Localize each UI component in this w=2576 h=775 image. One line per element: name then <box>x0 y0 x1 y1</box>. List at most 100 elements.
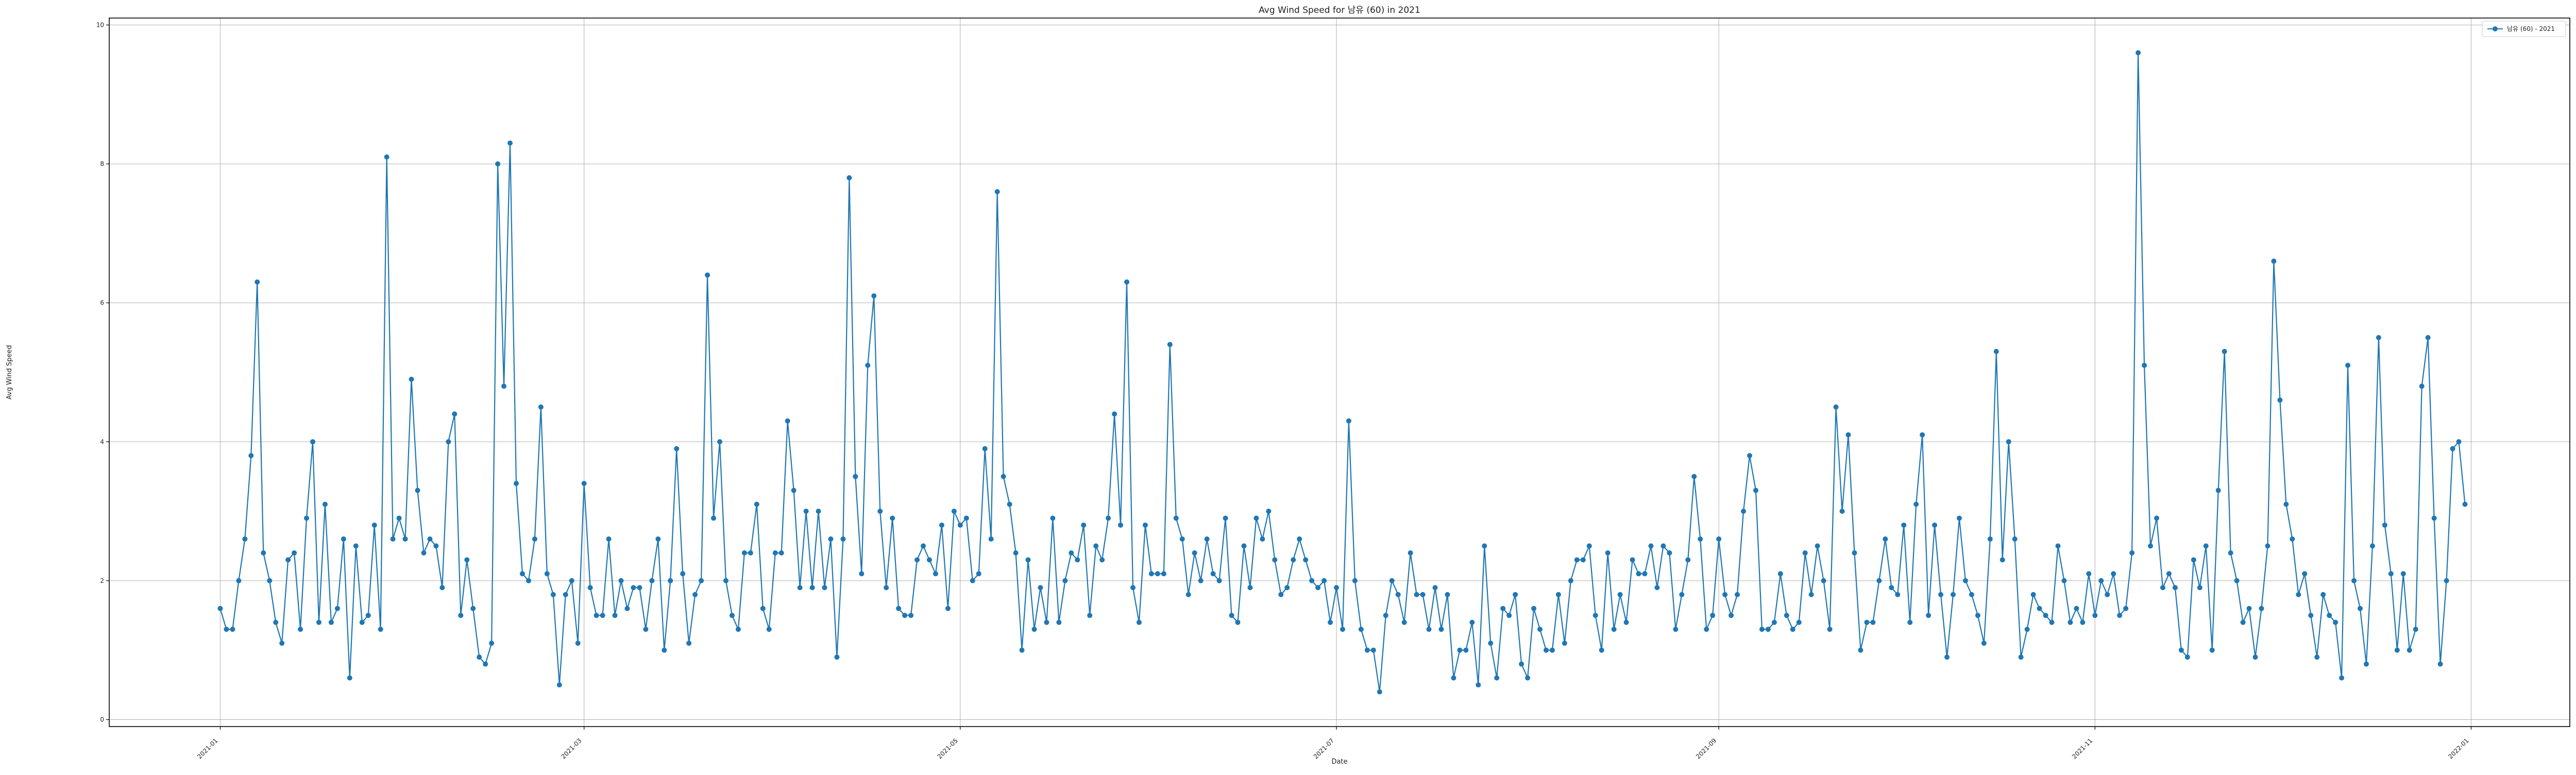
data-point <box>378 627 383 632</box>
data-point <box>2160 585 2165 591</box>
data-point <box>2191 557 2196 563</box>
data-point <box>1297 536 1302 542</box>
grid-lines <box>109 18 2570 727</box>
data-point <box>2123 605 2129 611</box>
data-point <box>1148 571 1154 577</box>
data-point <box>1118 523 1124 528</box>
data-point <box>1691 474 1697 479</box>
data-point <box>1951 592 1956 597</box>
data-point <box>2154 515 2160 521</box>
data-point <box>2049 619 2055 625</box>
data-point <box>2382 523 2387 528</box>
data-point <box>2043 613 2048 618</box>
data-point <box>544 571 550 577</box>
data-point <box>1870 619 1876 625</box>
data-point <box>1907 619 1913 625</box>
data-point <box>1106 515 1111 521</box>
data-point <box>2197 585 2202 591</box>
data-point <box>267 578 273 583</box>
data-point <box>421 550 427 555</box>
data-point <box>519 571 525 577</box>
data-point <box>865 363 871 368</box>
data-point <box>890 515 895 521</box>
data-point <box>581 481 587 486</box>
data-point <box>748 550 753 555</box>
data-point <box>1247 585 1253 591</box>
data-point <box>1457 647 1463 653</box>
data-point <box>2333 619 2338 625</box>
data-point <box>649 578 655 583</box>
data-point <box>396 515 402 521</box>
data-point <box>778 550 784 555</box>
data-point <box>1833 404 1839 410</box>
data-point <box>1722 592 1728 597</box>
data-point <box>1938 592 1944 597</box>
data-point <box>2271 258 2277 264</box>
data-point <box>316 619 321 625</box>
data-point <box>507 140 513 146</box>
data-point <box>1395 592 1401 597</box>
data-point <box>575 641 581 646</box>
data-point <box>1321 578 1327 583</box>
data-point <box>1185 592 1191 597</box>
data-point <box>2086 571 2092 577</box>
data-point <box>224 627 229 632</box>
data-point <box>1223 515 1228 521</box>
data-point <box>1574 557 1580 563</box>
data-point <box>2302 571 2308 577</box>
data-point <box>1827 627 1833 632</box>
y-tick-label: 6 <box>100 299 104 307</box>
data-point <box>1728 613 1734 618</box>
data-point <box>1142 523 1148 528</box>
data-point <box>334 605 340 611</box>
data-point <box>1784 613 1789 618</box>
data-point <box>1735 592 1740 597</box>
data-point <box>1531 605 1537 611</box>
data-point <box>840 536 846 542</box>
data-point <box>292 550 297 555</box>
data-point <box>2246 605 2252 611</box>
data-point <box>2314 654 2320 660</box>
data-point <box>2277 397 2283 403</box>
data-point <box>2136 50 2141 56</box>
data-point <box>2388 571 2394 577</box>
data-point <box>452 411 457 417</box>
data-point <box>1777 571 1783 577</box>
data-point <box>298 627 303 632</box>
data-point <box>2092 613 2098 618</box>
data-point <box>2067 619 2073 625</box>
data-point <box>618 578 624 583</box>
data-point <box>1235 619 1241 625</box>
data-point <box>951 509 957 514</box>
data-point <box>674 446 680 451</box>
data-point <box>273 619 279 625</box>
data-point <box>2142 363 2147 368</box>
data-point <box>1334 585 1340 591</box>
data-point <box>1673 627 1679 632</box>
data-point <box>896 605 902 611</box>
data-point <box>606 536 612 542</box>
data-point <box>711 515 717 521</box>
data-point <box>772 550 778 555</box>
data-point <box>902 613 908 618</box>
x-axis-label: Date <box>1331 758 1347 766</box>
data-point <box>1019 647 1025 653</box>
data-point <box>699 578 704 583</box>
data-point <box>816 509 821 514</box>
data-point <box>563 592 568 597</box>
data-point <box>2419 383 2425 389</box>
data-point <box>1555 592 1561 597</box>
data-point <box>2259 605 2264 611</box>
data-point <box>822 585 827 591</box>
data-point <box>538 404 544 410</box>
data-point <box>1476 682 1481 688</box>
data-point <box>2178 647 2184 653</box>
data-point <box>1698 536 1703 542</box>
data-point <box>1093 543 1099 549</box>
data-point <box>1087 613 1093 618</box>
data-point <box>797 585 803 591</box>
data-point <box>556 682 562 688</box>
y-axis-label: Avg Wind Speed <box>6 345 13 400</box>
data-point <box>550 592 556 597</box>
